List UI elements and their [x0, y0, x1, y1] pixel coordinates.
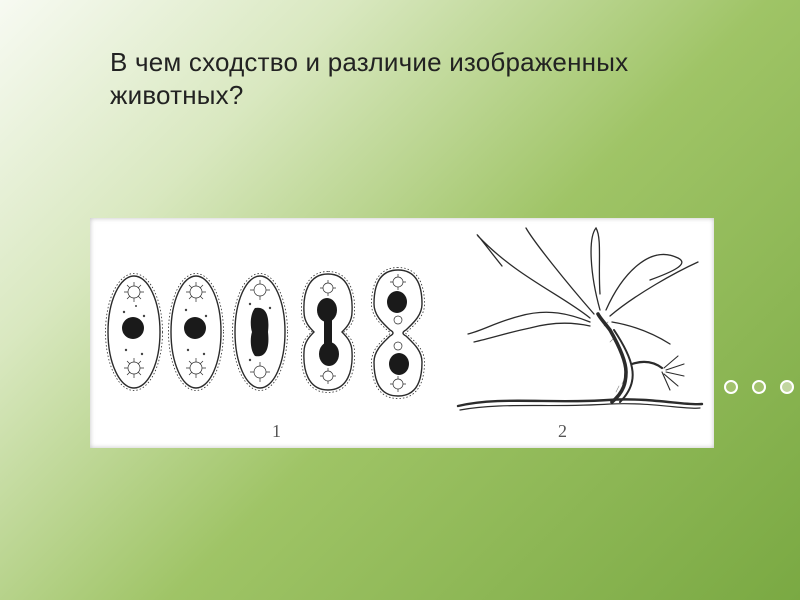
- deco-dot: [752, 380, 766, 394]
- deco-dot: [780, 380, 794, 394]
- template-decoration-dots: [724, 380, 794, 394]
- figure-panel: 1 2: [90, 218, 714, 448]
- figure-1-cell-division: [100, 258, 430, 403]
- slide-heading: В чем сходство и различие изображенных ж…: [110, 46, 670, 113]
- figure-label-2: 2: [558, 421, 567, 442]
- figure-2-hydra-budding: [440, 222, 710, 422]
- deco-dot: [724, 380, 738, 394]
- figure-label-1: 1: [272, 421, 281, 442]
